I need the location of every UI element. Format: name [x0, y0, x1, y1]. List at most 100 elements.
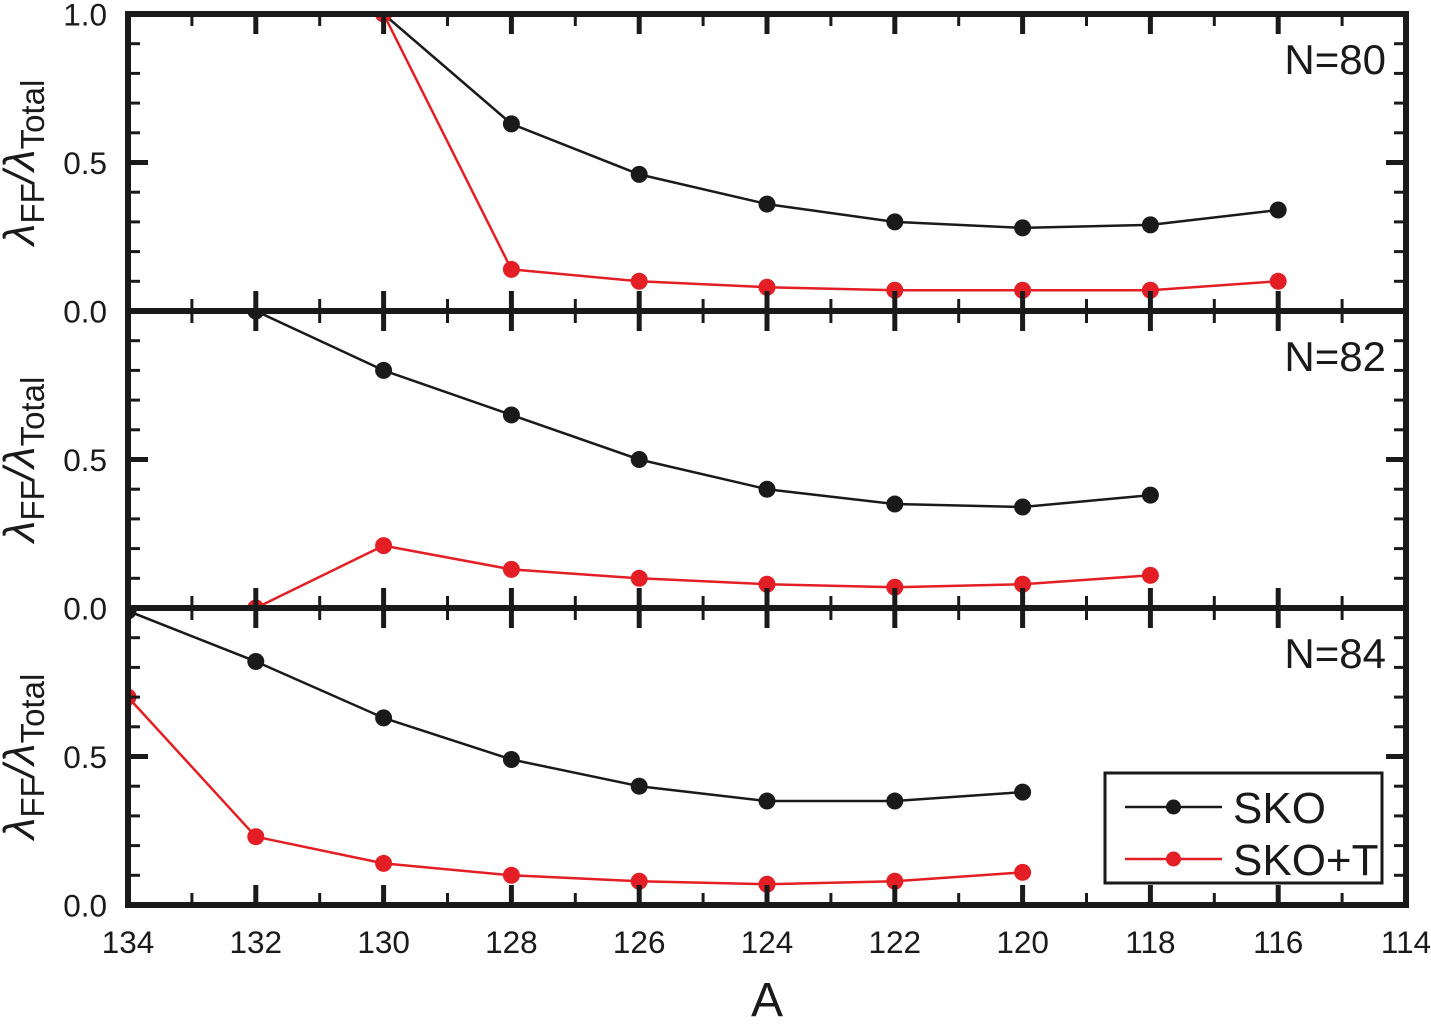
data-point-sko-t	[758, 278, 776, 296]
x-tick-label: 122	[869, 924, 922, 960]
data-point-sko	[375, 361, 393, 379]
y-axis-title-lambda: λ	[0, 521, 44, 545]
y-tick-label: 0.0	[63, 888, 107, 924]
legend-marker-sko	[1166, 799, 1181, 815]
data-point-sko-t	[630, 569, 648, 587]
panel-ticks	[128, 311, 1406, 608]
x-tick-label: 132	[230, 924, 283, 960]
data-point-sko-t	[758, 575, 776, 593]
legend-box	[1103, 771, 1384, 885]
x-tick-label: 118	[1125, 924, 1175, 960]
x-axis-title: A	[751, 974, 783, 1020]
x-tick-label: 116	[1253, 924, 1303, 960]
data-point-sko-t	[1014, 281, 1032, 299]
data-point-sko	[1269, 201, 1287, 219]
panel-label: N=82	[1284, 333, 1386, 380]
y-axis-title: λFF/λTotal	[0, 80, 51, 248]
y-axis-title-lambda: λ	[0, 224, 44, 248]
x-axis-labels: 134 132 130 128 126 124 122 120 118 116 114	[102, 924, 1431, 960]
y-axis-title: λFF/λTotal	[0, 674, 51, 842]
panel-n82: 0.5 0.0 N=82 λFF/λTotal	[0, 308, 1409, 627]
y-tick-label: 0.5	[63, 739, 107, 775]
y-axis-title-slash-lambda: /λ	[0, 743, 44, 780]
series-line-sko-t	[382, 14, 1279, 292]
series-line-sko	[382, 14, 1279, 230]
data-point-sko-t	[758, 875, 776, 893]
data-point-sko	[1141, 486, 1159, 504]
x-tick-label: 134	[102, 924, 155, 960]
data-point-sko	[1014, 498, 1032, 516]
x-tick-label: 114	[1381, 924, 1431, 960]
data-point-sko-t	[502, 560, 520, 578]
data-point-sko	[630, 451, 648, 468]
series-line-sko-t	[255, 544, 1151, 608]
x-tick-label: 130	[357, 924, 410, 960]
y-axis-title-sub-ff: FF	[14, 183, 51, 223]
data-point-sko-t	[502, 866, 520, 884]
data-point-sko	[630, 165, 648, 183]
panel-label: N=80	[1284, 36, 1386, 83]
y-axis-title-sub-total: Total	[14, 377, 51, 447]
legend-marker-sko-t	[1166, 851, 1181, 867]
series-line-sko-t	[128, 696, 1023, 886]
data-point-sko-t	[375, 854, 393, 872]
data-point-sko-t	[375, 537, 393, 555]
y-tick-label: 0.5	[63, 442, 107, 478]
y-tick-label: 1.0	[63, 0, 107, 33]
data-point-sko	[1141, 216, 1159, 234]
data-point-sko	[886, 213, 904, 231]
y-tick-label: 0.0	[63, 591, 107, 627]
data-point-sko-t	[247, 828, 265, 846]
data-point-sko-t	[1141, 281, 1159, 299]
x-tick-label: 120	[996, 924, 1049, 960]
panel-data-n82	[247, 311, 1159, 608]
y-axis-title-sub-total: Total	[14, 80, 51, 150]
panel-n84: 0.5 0.0 N=84 λFF/λTotal	[0, 605, 1409, 924]
data-point-sko-t	[1014, 863, 1032, 881]
x-tick-label: 124	[741, 924, 794, 960]
data-point-sko	[502, 406, 520, 424]
data-point-sko	[502, 115, 520, 133]
data-point-sko	[886, 495, 904, 513]
panel-data-n80	[375, 14, 1287, 299]
data-point-sko-t	[630, 272, 648, 290]
data-point-sko-t	[886, 578, 904, 596]
y-axis-title-slash-lambda: /λ	[0, 446, 44, 483]
y-axis-title: λFF/λTotal	[0, 377, 51, 545]
data-point-sko-t	[630, 872, 648, 890]
y-axis-title-lambda: λ	[0, 818, 44, 842]
series-line-sko	[255, 311, 1151, 509]
y-axis-title-slash-lambda: /λ	[0, 149, 44, 186]
panel-frame	[125, 11, 1409, 314]
x-tick-label: 128	[485, 924, 538, 960]
y-axis-title-sub-ff: FF	[14, 480, 51, 520]
data-point-sko	[630, 777, 648, 795]
x-tick-label: 126	[613, 924, 666, 960]
y-tick-label: 0.5	[63, 145, 107, 181]
data-point-sko-t	[886, 281, 904, 299]
panel-n80: 1.0 0.5 0.0 N=80 λFF/λTotal	[0, 0, 1409, 330]
legend-label-sko: SKO	[1233, 784, 1326, 833]
data-point-sko	[1014, 219, 1032, 237]
panel-ticks	[128, 608, 1406, 905]
series-line-sko	[128, 609, 1023, 803]
data-point-sko-t	[1014, 575, 1032, 593]
data-point-sko-t	[1141, 566, 1159, 584]
data-point-sko	[758, 480, 776, 498]
y-axis-title-sub-total: Total	[14, 674, 51, 744]
data-point-sko	[886, 792, 904, 810]
data-point-sko	[247, 652, 265, 670]
y-axis-title-sub-ff: FF	[14, 777, 51, 817]
data-point-sko	[758, 792, 776, 810]
data-point-sko	[758, 195, 776, 213]
y-tick-label: 0.0	[63, 294, 107, 330]
data-point-sko	[502, 750, 520, 768]
panel-label: N=84	[1284, 630, 1386, 677]
panel-data-n84	[128, 608, 1032, 893]
legend-label-sko-t: SKO+T	[1233, 836, 1379, 885]
data-point-sko-t	[886, 872, 904, 890]
data-point-sko	[1014, 783, 1032, 801]
